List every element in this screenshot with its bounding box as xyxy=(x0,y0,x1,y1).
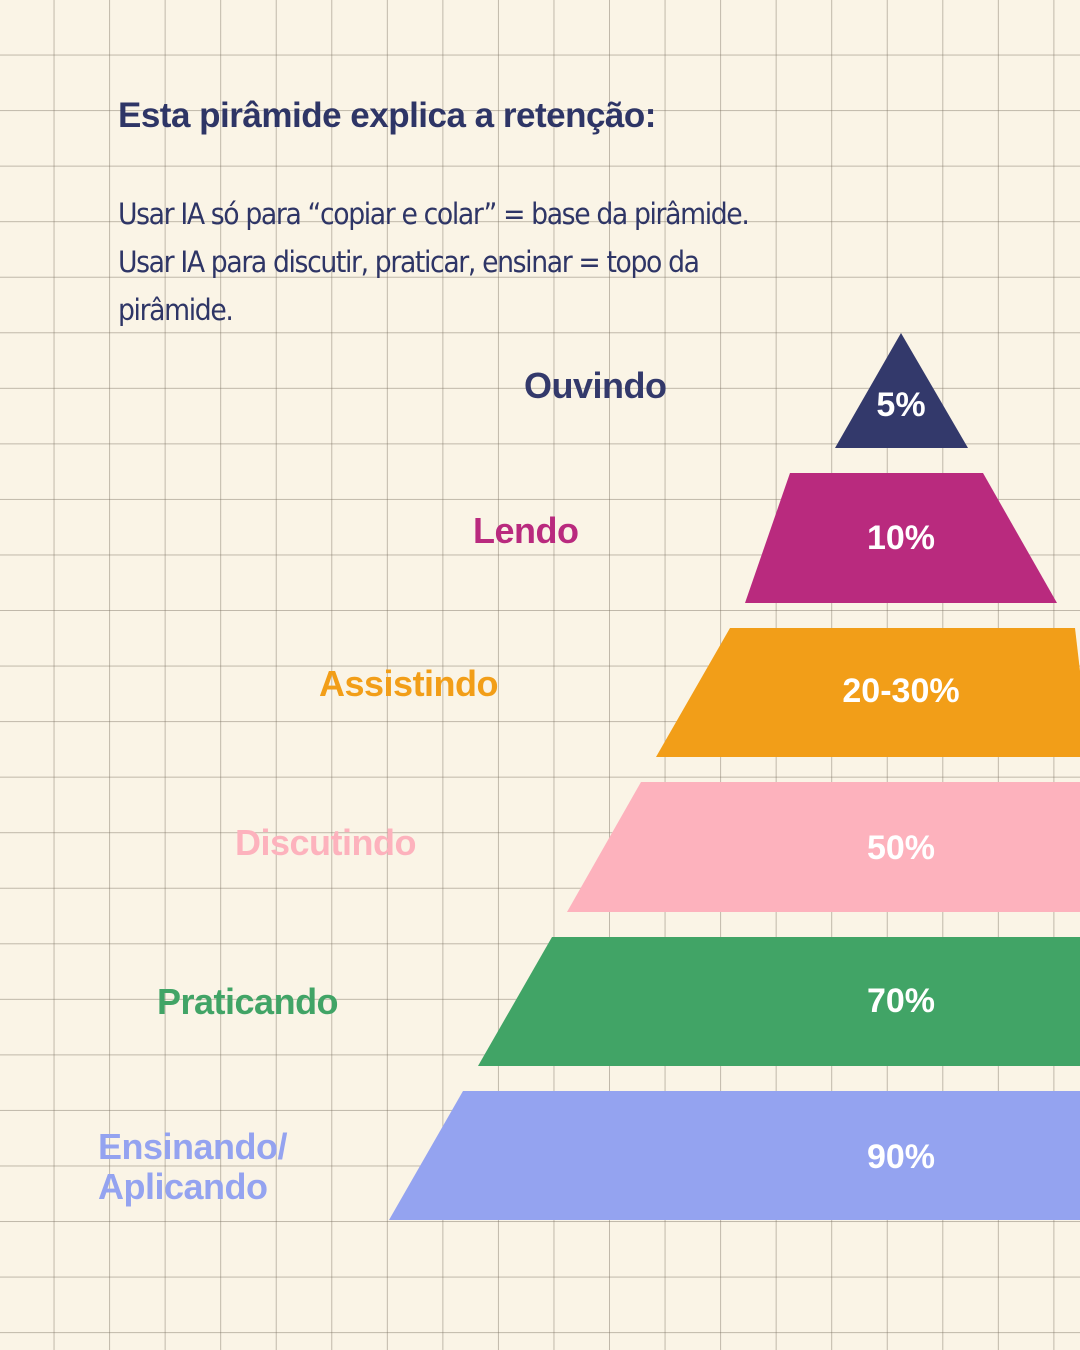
pyramid-level-ensinando xyxy=(389,1091,1080,1220)
pyramid-level-discutindo xyxy=(567,782,1080,912)
label-assistindo: Assistindo xyxy=(319,663,499,704)
pyramid-level-lendo xyxy=(745,473,1057,603)
label-line: Ensinando/ xyxy=(98,1126,288,1167)
label-praticando: Praticando xyxy=(157,981,339,1022)
percent-lendo: 10% xyxy=(867,519,935,557)
percent-praticando: 70% xyxy=(867,982,935,1020)
percent-ouvindo: 5% xyxy=(876,386,925,424)
label-line: Aplicando xyxy=(98,1166,268,1207)
percent-assistindo: 20-30% xyxy=(842,672,959,710)
label-ouvindo: Ouvindo xyxy=(524,365,667,406)
pyramid-level-praticando xyxy=(478,937,1080,1066)
intro-text: Usar IA só para “copiar e colar” = base … xyxy=(118,190,872,334)
pyramid-level-assistindo xyxy=(656,628,1080,757)
label-ensinando-aplicando: Ensinando/ Aplicando xyxy=(98,1126,288,1207)
label-lendo: Lendo xyxy=(473,510,579,551)
intro-line: Usar IA para discutir, praticar, ensinar… xyxy=(118,245,700,279)
percent-ensinando: 90% xyxy=(867,1138,935,1176)
page-title: Esta pirâmide explica a retenção: xyxy=(118,96,656,135)
intro-line: pirâmide. xyxy=(118,293,234,327)
intro-line: Usar IA só para “copiar e colar” = base … xyxy=(118,197,750,231)
percent-discutindo: 50% xyxy=(867,829,935,867)
pyramid-level-ouvindo xyxy=(835,333,968,448)
label-discutindo: Discutindo xyxy=(235,822,417,863)
